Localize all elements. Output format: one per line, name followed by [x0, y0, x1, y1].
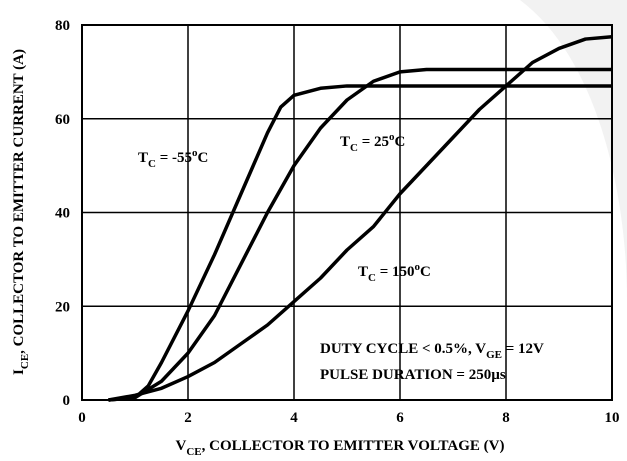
- data-line: [108, 34, 613, 402]
- subscript: C: [350, 142, 358, 154]
- y-tick-label: 0: [63, 393, 71, 409]
- y-tick-label: 80: [55, 18, 70, 34]
- superscript: o: [389, 131, 395, 143]
- watermark: [520, 0, 627, 300]
- text-part: = 12V: [502, 341, 544, 357]
- x-tick-label: 2: [184, 410, 192, 426]
- text-part: PULSE DURATION = 250µs: [320, 367, 506, 383]
- text-part: = 150: [376, 264, 415, 280]
- x-tick-label: 6: [396, 410, 404, 426]
- subscript: C: [148, 158, 156, 170]
- subscript: CE: [186, 446, 201, 458]
- text-part: , COLLECTOR TO EMITTER VOLTAGE (V): [202, 438, 505, 454]
- annotation: TC = 25oC: [340, 131, 405, 154]
- x-tick-label: 8: [502, 410, 510, 426]
- annotation: TC = -55oC: [138, 147, 208, 170]
- subscript: GE: [486, 349, 502, 361]
- x-axis-label: VCE, COLLECTOR TO EMITTER VOLTAGE (V): [176, 438, 505, 458]
- superscript: o: [192, 147, 198, 159]
- y-tick-label: 60: [55, 112, 70, 128]
- annotation: DUTY CYCLE < 0.5%, VGE = 12V: [320, 341, 544, 361]
- text-part: C: [198, 150, 209, 166]
- text-part: T: [358, 264, 368, 280]
- superscript: o: [415, 261, 421, 273]
- x-tick-label: 10: [605, 410, 620, 426]
- text-part: DUTY CYCLE < 0.5%, V: [320, 341, 486, 357]
- data-line: [108, 67, 612, 402]
- text-part: T: [138, 150, 148, 166]
- plot-frame: [81, 24, 613, 401]
- text-part: = 25: [358, 134, 389, 150]
- text-part: C: [420, 264, 431, 280]
- text-part: T: [340, 134, 350, 150]
- text-part: C: [395, 134, 406, 150]
- text-part: I: [11, 369, 27, 375]
- y-tick-label: 40: [55, 206, 70, 222]
- x-tick-label: 4: [290, 410, 298, 426]
- text-part: , COLLECTOR TO EMITTER CURRENT (A): [11, 49, 27, 354]
- text-part: V: [176, 438, 187, 454]
- y-axis-label: ICE, COLLECTOR TO EMITTER CURRENT (A): [11, 49, 31, 375]
- annotation: PULSE DURATION = 250µs: [320, 367, 506, 383]
- subscript: CE: [19, 354, 31, 369]
- annotation: TC = 150oC: [358, 261, 431, 284]
- x-tick-label: 0: [78, 410, 86, 426]
- subscript: C: [368, 272, 376, 284]
- data-line: [108, 84, 612, 402]
- y-tick-label: 20: [55, 299, 70, 315]
- text-part: = -55: [156, 150, 192, 166]
